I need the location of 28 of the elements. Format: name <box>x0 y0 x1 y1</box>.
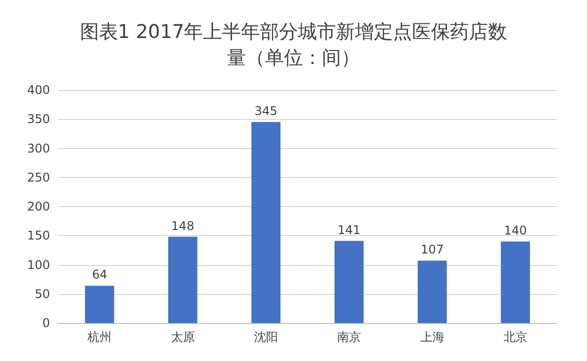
bar <box>500 241 530 323</box>
x-tick-label: 沈阳 <box>254 330 278 344</box>
bar <box>251 122 280 323</box>
y-tick-label: 300 <box>27 141 50 156</box>
y-tick-label: 100 <box>27 258 50 272</box>
data-label: 140 <box>504 223 527 238</box>
y-tick-label: 400 <box>27 83 50 97</box>
x-tick-label: 上海 <box>420 330 444 344</box>
data-label: 345 <box>254 104 278 118</box>
y-tick-label: 350 <box>27 112 50 126</box>
chart-title: 图表1 2017年上半年部分城市新增定点医保药店数量（单位：间） <box>80 21 508 69</box>
y-tick-label: 150 <box>27 228 50 243</box>
y-tick-label: 250 <box>27 170 50 184</box>
x-tick-label: 北京 <box>503 330 528 344</box>
y-tick-label: 200 <box>27 200 50 214</box>
data-label: 141 <box>338 222 361 237</box>
data-label: 107 <box>420 242 444 257</box>
x-tick-label: 杭州 <box>86 330 112 344</box>
bar <box>334 240 364 323</box>
bar <box>168 236 198 323</box>
bar <box>418 260 447 323</box>
x-tick-label: 太原 <box>170 330 195 344</box>
y-tick-label: 50 <box>34 286 50 301</box>
y-tick-label: 0 <box>42 316 50 330</box>
data-label: 148 <box>171 218 194 233</box>
x-tick-label: 南京 <box>337 330 362 344</box>
data-label: 64 <box>92 268 108 282</box>
bar <box>85 286 114 323</box>
